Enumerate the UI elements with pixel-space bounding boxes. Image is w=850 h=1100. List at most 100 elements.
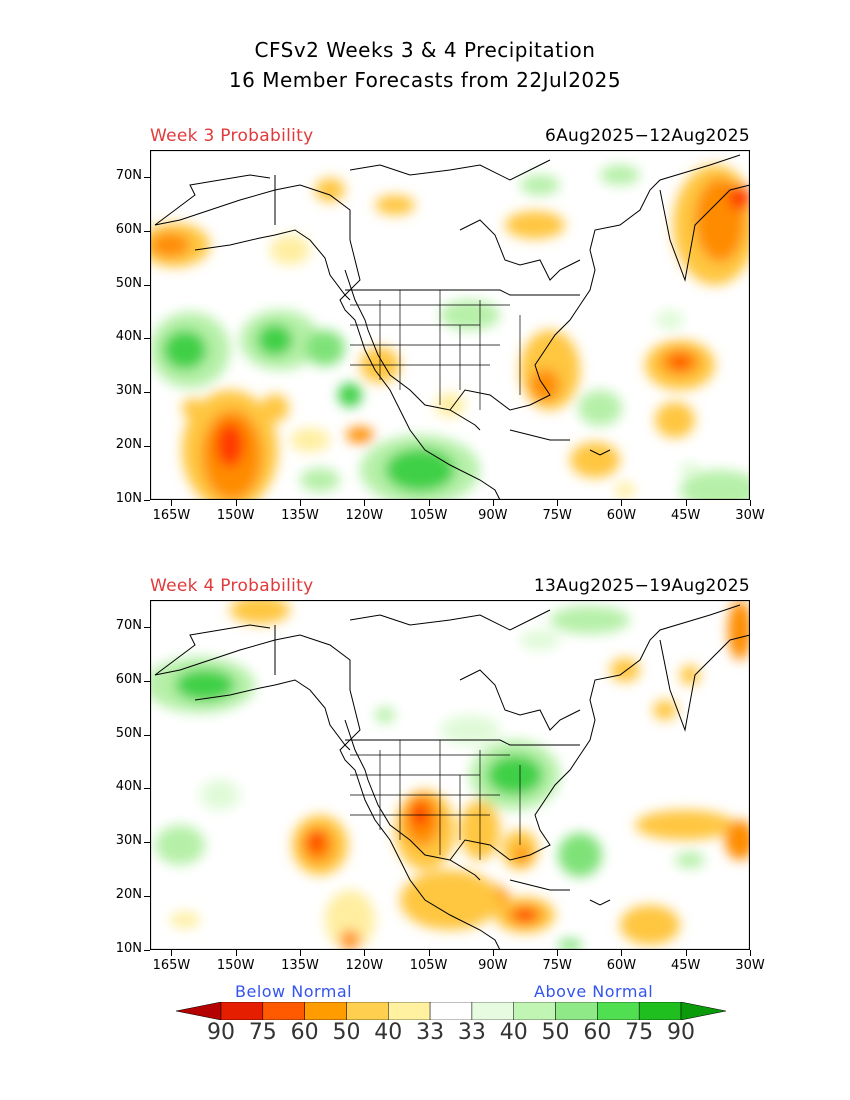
- lat-label: 60N: [115, 671, 142, 687]
- lat-label: 10N: [115, 491, 142, 506]
- page-title: CFSv2 Weeks 3 & 4 Precipitation: [254, 38, 596, 62]
- legend-number: 60: [583, 1020, 612, 1045]
- lon-tick: [621, 500, 623, 506]
- week3-coastlines: [154, 154, 750, 500]
- lat-tick: [144, 230, 150, 232]
- lat-tick: [144, 446, 150, 448]
- lon-tick: [171, 950, 173, 956]
- colorbar-segment: [304, 1002, 347, 1020]
- week3-dates: 6Aug2025−12Aug2025: [544, 126, 750, 146]
- lon-tick: [685, 950, 687, 956]
- legend-above-label: Above Normal: [534, 982, 654, 1001]
- lon-label: 165W: [152, 508, 191, 523]
- lon-tick: [557, 950, 559, 956]
- legend-number: 50: [332, 1020, 361, 1045]
- week4-label: Week 4 Probability: [150, 576, 314, 596]
- lon-label: 120W: [345, 958, 384, 973]
- lon-label: 105W: [409, 508, 448, 523]
- lon-tick: [235, 500, 237, 506]
- page-subtitle: 16 Member Forecasts from 22Jul2025: [228, 68, 622, 92]
- lon-tick: [300, 950, 301, 956]
- week3-map: [150, 150, 750, 500]
- legend-number: 33: [416, 1020, 445, 1045]
- week3-anomaly-fields: [150, 165, 750, 500]
- lon-label: 45W: [671, 958, 701, 973]
- lat-label: 20N: [115, 887, 142, 903]
- week3-state-borders: [350, 290, 521, 410]
- colorbar-segment: [513, 1002, 556, 1020]
- legend-number: 90: [667, 1020, 695, 1045]
- lon-label: 90W: [478, 508, 508, 523]
- lat-tick: [144, 284, 150, 286]
- colorbar-segment: [346, 1002, 389, 1020]
- lon-label: 60W: [606, 508, 637, 523]
- lat-label: 30N: [115, 383, 142, 399]
- lon-label: 60W: [606, 958, 637, 973]
- legend-colorbar: [176, 1002, 726, 1020]
- lat-tick: [144, 626, 150, 628]
- lat-tick: [144, 500, 150, 501]
- legend-number: 75: [248, 1020, 277, 1045]
- lon-label: 45W: [671, 508, 701, 523]
- colorbar-segment: [555, 1002, 598, 1020]
- lat-tick: [144, 680, 150, 682]
- lon-tick: [492, 500, 494, 506]
- lon-tick: [364, 500, 366, 506]
- lat-tick: [144, 392, 150, 394]
- lat-label: 10N: [115, 941, 142, 956]
- colorbar-segment: [220, 1002, 264, 1020]
- legend-number: 33: [457, 1020, 486, 1045]
- lon-tick: [750, 500, 751, 506]
- lat-tick: [144, 176, 150, 178]
- lat-label: 70N: [115, 167, 142, 183]
- legend-number: 60: [290, 1020, 319, 1045]
- lon-tick: [428, 950, 430, 956]
- legend-number: 40: [499, 1020, 528, 1045]
- week4-map: [150, 600, 750, 950]
- week4-dates: 13Aug2025−19Aug2025: [533, 576, 750, 596]
- lat-tick: [144, 950, 150, 951]
- lon-label: 135W: [281, 958, 319, 973]
- lon-tick: [364, 950, 366, 956]
- lon-tick: [750, 950, 751, 956]
- colorbar-left-arrow: [176, 1002, 222, 1020]
- lon-label: 30W: [735, 508, 765, 523]
- colorbar-right-arrow: [680, 1002, 726, 1020]
- legend-number: 50: [541, 1020, 570, 1045]
- lon-label: 75W: [542, 508, 572, 523]
- lat-tick: [144, 842, 150, 844]
- lon-label: 90W: [478, 958, 508, 973]
- colorbar-segment: [471, 1002, 514, 1020]
- lat-tick: [144, 788, 150, 790]
- lon-tick: [300, 500, 301, 506]
- week3-label: Week 3 Probability: [150, 126, 314, 146]
- lat-tick: [144, 734, 150, 736]
- lon-tick: [171, 500, 173, 506]
- lon-label: 75W: [542, 958, 572, 973]
- week4-coastlines: [154, 604, 750, 950]
- lat-label: 60N: [115, 221, 142, 237]
- lat-label: 40N: [115, 779, 142, 795]
- lat-label: 50N: [115, 275, 142, 291]
- lon-tick: [621, 950, 623, 956]
- lon-label: 150W: [216, 508, 255, 523]
- colorbar-segment: [388, 1002, 431, 1020]
- lat-tick: [144, 896, 150, 898]
- legend-below-label: Below Normal: [235, 982, 353, 1001]
- lon-tick: [235, 950, 237, 956]
- lon-tick: [428, 500, 430, 506]
- week4-state-borders: [350, 740, 521, 860]
- lon-tick: [557, 500, 559, 506]
- colorbar-segment: [262, 1002, 305, 1020]
- lat-label: 20N: [115, 437, 142, 453]
- lon-label: 165W: [152, 958, 191, 973]
- colorbar-segment: [638, 1002, 682, 1020]
- lon-label: 105W: [409, 958, 448, 973]
- lat-label: 70N: [115, 617, 142, 633]
- lat-label: 40N: [115, 329, 142, 345]
- lon-label: 135W: [281, 508, 319, 523]
- colorbar-segment: [597, 1002, 640, 1020]
- lat-tick: [144, 338, 150, 340]
- lon-label: 150W: [216, 958, 255, 973]
- legend-number: 90: [207, 1020, 235, 1045]
